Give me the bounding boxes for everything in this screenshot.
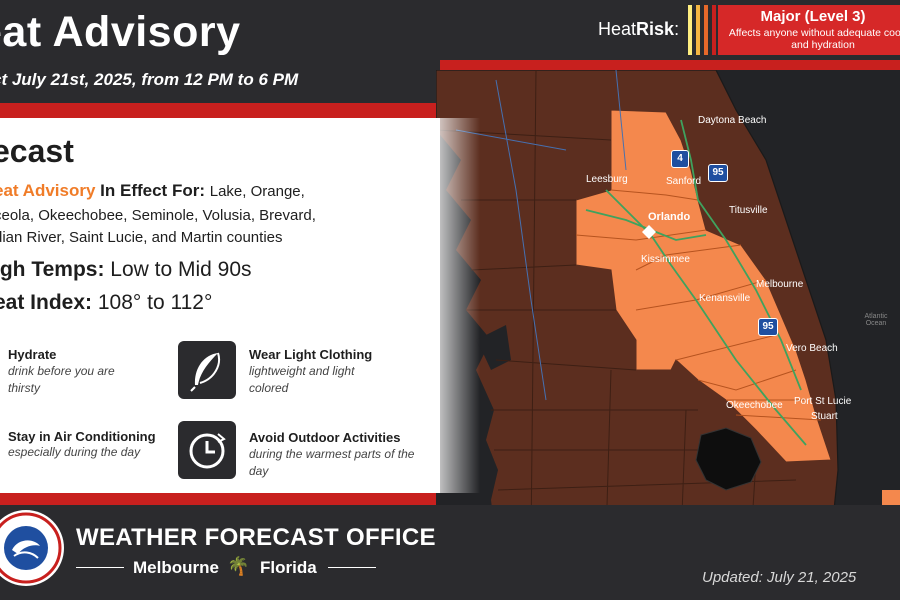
city-label: Melbourne — [756, 279, 804, 290]
tip-title: Hydrate — [8, 347, 57, 362]
counties-line2: ceola, Okeechobee, Seminole, Volusia, Br… — [0, 207, 316, 224]
tip-sub: especially during the day — [8, 445, 141, 459]
city-label: Titusville — [729, 205, 768, 216]
heatrisk-label: HeatRisk: — [598, 19, 680, 39]
high-temps: igh Temps: Low to Mid 90s — [0, 258, 252, 282]
city-label: Daytona Beach — [698, 115, 767, 126]
interstate-95-shield: 95 — [758, 318, 778, 336]
effective-time: ct July 21st, 2025, from 12 PM to 6 PM — [0, 70, 299, 89]
city-label: Okeechobee — [726, 400, 783, 411]
tip-sub: drink before you are thirsty — [8, 364, 115, 395]
office-location: Melbourne 🌴 Florida — [76, 556, 376, 580]
risk-bar-moderate — [696, 5, 700, 55]
red-band-bottom-left — [0, 493, 450, 505]
heatrisk-label-b: Risk — [636, 19, 675, 39]
tip-title: Avoid Outdoor Activities — [249, 430, 401, 445]
office-city: Melbourne — [133, 558, 219, 577]
risk-bar-minor — [688, 5, 692, 55]
counties-line1: Lake, Orange, — [209, 183, 305, 200]
orlando-marker — [642, 225, 656, 239]
heat-index-value: 108° to 112° — [97, 291, 213, 314]
tampa-bay — [476, 325, 511, 370]
red-band-top-right — [440, 60, 900, 70]
city-label: Stuart — [811, 411, 838, 422]
map-svg — [436, 70, 900, 540]
advisory-counties — [575, 109, 832, 463]
high-temps-value: Low to Mid 90s — [110, 258, 252, 281]
counties-line3: dian River, Saint Lucie, and Martin coun… — [0, 229, 283, 246]
tip-sub: lightweight and light colored — [249, 364, 355, 395]
high-temps-label: igh Temps: — [0, 258, 105, 281]
heat-index: eat Index: 108° to 112° — [0, 291, 212, 315]
risk-bar-extreme — [712, 5, 716, 55]
city-label: Sanford — [666, 176, 702, 187]
ocean-label: Atlantic Ocean — [864, 313, 888, 327]
advisory-label: eat Advisory — [0, 181, 96, 200]
panel-fade — [400, 118, 480, 493]
interstate-95-shield: 95 — [708, 164, 728, 182]
forecast-heading: ecast — [0, 133, 74, 169]
updated-date: Updated: July 21, 2025 — [702, 569, 857, 586]
advisory-map: Daytona Beach Leesburg Sanford Orlando T… — [436, 70, 900, 540]
office-state: Florida — [260, 558, 317, 577]
city-label: Kenansville — [699, 293, 751, 304]
red-band-top-left — [0, 103, 450, 118]
city-label: Vero Beach — [786, 343, 838, 354]
heatrisk-box: Major (Level 3) Affects anyone without a… — [718, 5, 900, 55]
nws-logo — [0, 510, 64, 586]
risk-bar-major — [704, 5, 708, 55]
office-name: WEATHER FORECAST OFFICE — [76, 524, 436, 551]
footer — [0, 505, 900, 600]
tip-title: Stay in Air Conditioning — [8, 429, 156, 444]
interstate-4-shield: 4 — [671, 150, 689, 168]
feather-icon — [178, 341, 236, 399]
advisory-text: eat Advisory In Effect For: Lake, Orange… — [0, 180, 414, 203]
lake-okeechobee — [695, 427, 762, 491]
city-label: Kissimmee — [641, 254, 690, 265]
divider — [328, 567, 376, 568]
in-effect-label: In Effect For: — [100, 181, 205, 200]
city-label: Orlando — [648, 211, 691, 223]
city-label: Leesburg — [586, 174, 628, 185]
tip-title: Wear Light Clothing — [249, 347, 373, 362]
palm-tree-icon: 🌴 — [227, 556, 250, 576]
clock-icon — [178, 421, 236, 479]
page-title: eat Advisory — [0, 8, 241, 56]
heatrisk-level: Major (Level 3) — [760, 8, 866, 25]
heatrisk-description: Affects anyone without adequate cooling … — [728, 27, 900, 51]
tip-sub: during the warmest parts of the day — [249, 447, 415, 478]
heat-index-label: eat Index: — [0, 291, 93, 314]
city-label: Port St Lucie — [794, 396, 852, 407]
heatrisk-label-a: Heat — [598, 19, 637, 39]
divider — [76, 567, 124, 568]
county-lines — [436, 70, 797, 540]
